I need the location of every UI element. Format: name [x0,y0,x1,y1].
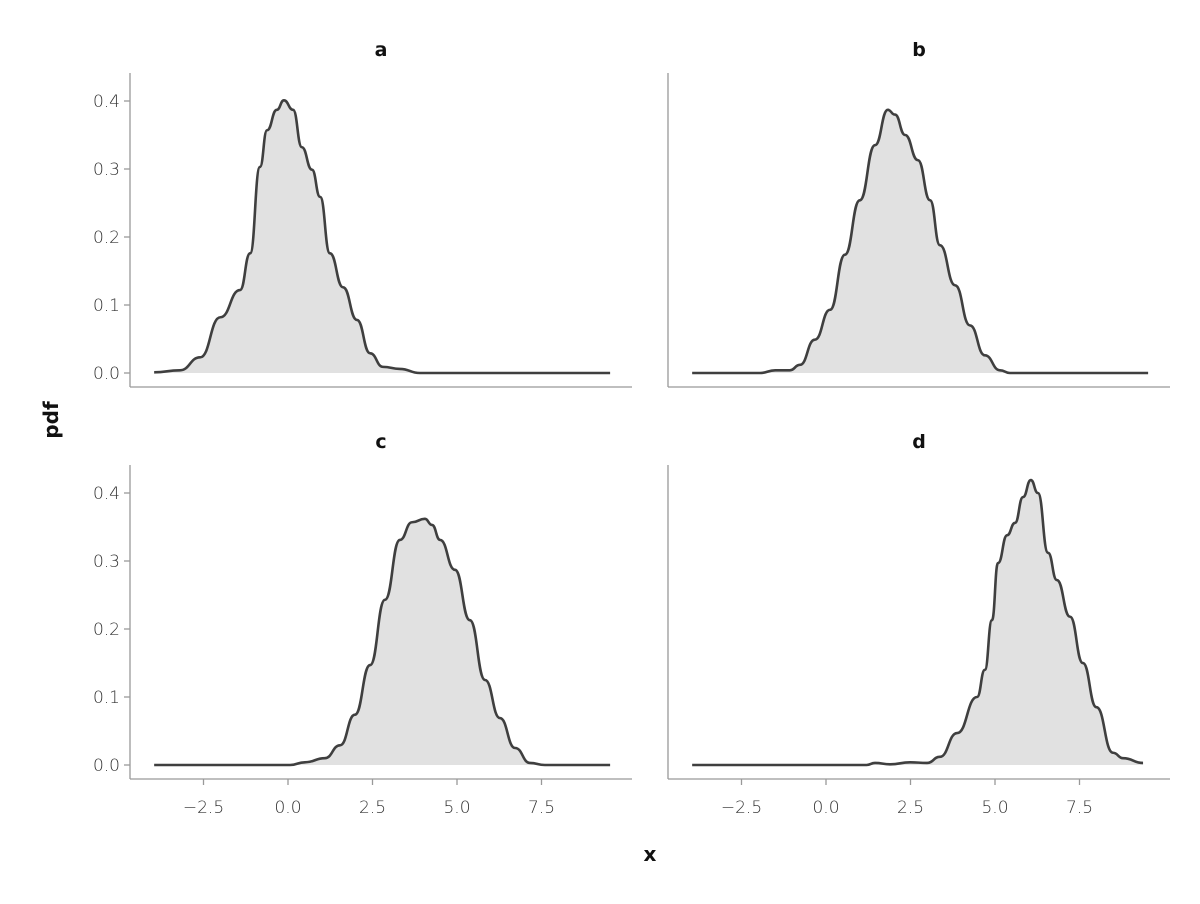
x-axis-label: x [644,842,657,866]
y-tick-label: 0.0 [93,364,120,384]
y-tick-label: 0.4 [93,92,120,112]
x-tick-label: 0.0 [274,798,301,818]
density-line [154,517,611,767]
panel-title: a [375,39,388,61]
density-area [154,100,611,373]
y-tick-label: 0.4 [93,484,120,504]
y-tick-label: 0.0 [93,756,120,776]
x-tick-label: 5.0 [981,798,1008,818]
density-line [692,108,1149,375]
x-tick-label: 2.5 [359,798,386,818]
facet-panel-d: d −2.5 0.0 2.5 5.0 7.5 [667,431,1170,818]
x-tick-label: −2.5 [721,798,762,818]
panel-title: c [375,431,386,453]
density-area [154,518,611,765]
density-area [692,109,1149,373]
x-tick-label: −2.5 [183,798,224,818]
density-line [154,99,611,375]
y-tick-label: 0.1 [93,296,120,316]
x-tick-label: 2.5 [897,798,924,818]
y-axis-label: pdf [39,401,63,439]
y-tick-label: 0.1 [93,688,120,708]
x-tick-label: 0.0 [812,798,839,818]
density-line [692,478,1144,767]
y-tick-label: 0.2 [93,228,120,248]
x-tick-label: 5.0 [443,798,470,818]
y-tick-label: 0.3 [93,552,120,572]
facet-panel-a: a 0.0 0.1 0.2 0.3 0.4 [93,39,632,388]
x-tick-label: 7.5 [1066,798,1093,818]
panel-title: d [912,431,926,453]
y-tick-label: 0.2 [93,620,120,640]
facet-panel-b: b [667,39,1170,388]
facet-panel-c: c 0.0 0.1 0.2 0.3 0.4 −2.5 0.0 2.5 5.0 7.5 [93,431,632,818]
panel-title: b [912,39,926,61]
y-tick-label: 0.3 [93,160,120,180]
x-tick-label: 7.5 [528,798,555,818]
density-area [692,480,1144,765]
